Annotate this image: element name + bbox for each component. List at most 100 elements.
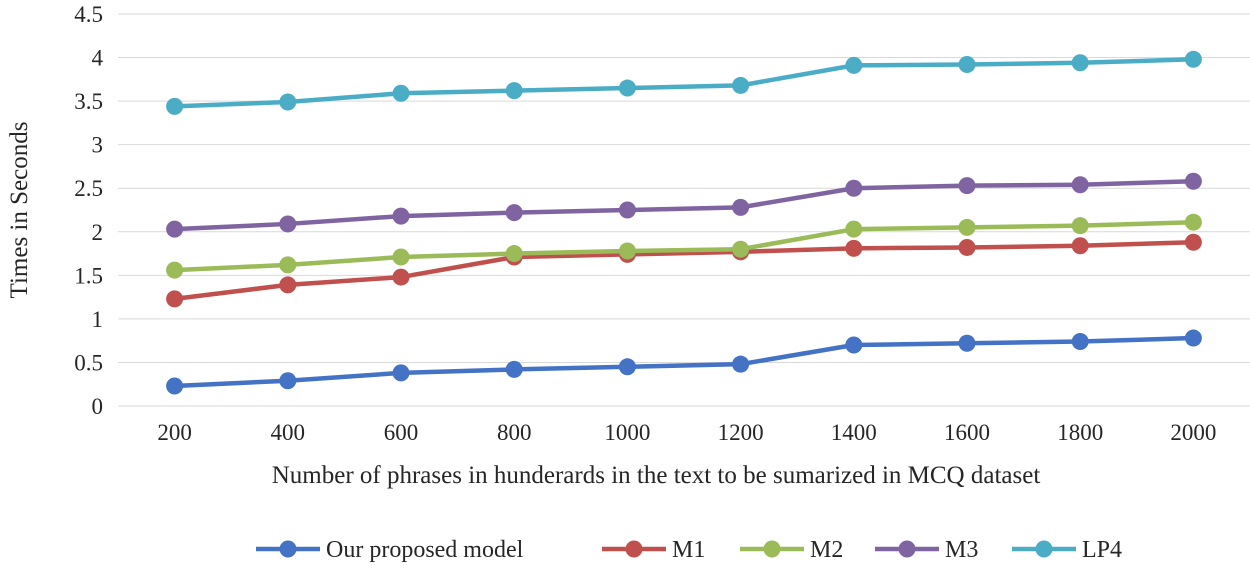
series-line — [174, 239, 1194, 302]
legend-marker — [763, 540, 781, 558]
data-point — [1071, 237, 1089, 255]
x-tick-label: 400 — [271, 420, 306, 445]
data-point — [732, 76, 750, 94]
data-point — [166, 261, 184, 279]
series-4 — [166, 172, 1202, 238]
data-point — [505, 204, 523, 222]
y-tick-label: 3 — [92, 133, 104, 158]
data-point — [279, 93, 297, 111]
data-point — [279, 276, 297, 294]
data-point — [505, 245, 523, 263]
data-point — [505, 82, 523, 100]
data-point — [845, 56, 863, 74]
legend-item: M3 — [875, 537, 978, 563]
data-point — [618, 242, 636, 260]
data-point — [732, 355, 750, 373]
series-line — [174, 335, 1194, 389]
y-tick-label: 3.5 — [74, 89, 103, 114]
data-point — [732, 240, 750, 258]
legend-label: Our proposed model — [326, 537, 524, 563]
legend: Our proposed model M1 M2 M3 LP4 — [256, 537, 1122, 563]
data-point — [1071, 333, 1089, 351]
data-point — [392, 207, 410, 225]
x-tick-label: 2000 — [1170, 420, 1216, 445]
y-tick-label: 1 — [92, 307, 104, 332]
data-point — [958, 56, 976, 74]
x-tick-label: 1600 — [944, 420, 990, 445]
y-tick-label: 0.5 — [74, 350, 103, 375]
y-tick-label: 0 — [92, 394, 104, 419]
series-2 — [166, 233, 1202, 308]
data-point — [845, 220, 863, 238]
legend-item: Our proposed model — [256, 537, 524, 563]
data-point — [1184, 172, 1202, 190]
data-point — [958, 177, 976, 195]
x-tick-label: 200 — [157, 420, 192, 445]
data-point — [505, 360, 523, 378]
legend-marker — [279, 540, 297, 558]
data-point — [1071, 176, 1089, 194]
x-tick-label: 1200 — [718, 420, 764, 445]
y-axis-ticks: 0 0.5 1 1.5 2 2.5 3 3.5 4 4.5 — [74, 2, 103, 419]
data-point — [958, 238, 976, 256]
data-point — [1071, 217, 1089, 235]
legend-marker — [898, 540, 916, 558]
x-axis-title: Number of phrases in hunderards in the t… — [272, 462, 1041, 489]
legend-label: LP4 — [1082, 537, 1122, 563]
x-tick-label: 600 — [384, 420, 419, 445]
data-point — [392, 364, 410, 382]
series-line — [174, 219, 1194, 273]
x-tick-label: 1400 — [831, 420, 877, 445]
data-point — [618, 201, 636, 219]
series-5 — [166, 50, 1202, 115]
series-line — [174, 179, 1194, 232]
data-point — [618, 79, 636, 97]
data-point — [392, 248, 410, 266]
data-point — [618, 358, 636, 376]
data-point — [392, 268, 410, 286]
data-point — [958, 334, 976, 352]
data-point — [166, 290, 184, 308]
y-axis-title: Times in Seconds — [6, 122, 33, 299]
series-3 — [166, 213, 1202, 279]
data-point — [1184, 50, 1202, 68]
legend-label: M1 — [672, 537, 705, 563]
data-point — [845, 239, 863, 257]
legend-label: M3 — [945, 537, 978, 563]
data-point — [845, 336, 863, 354]
y-tick-label: 2.5 — [74, 176, 103, 201]
y-tick-label: 4.5 — [74, 2, 103, 27]
data-point — [166, 377, 184, 395]
legend-item: M1 — [602, 537, 705, 563]
legend-marker — [1035, 540, 1053, 558]
y-tick-label: 2 — [92, 220, 104, 245]
legend-item: LP4 — [1012, 537, 1122, 563]
series-1 — [166, 329, 1202, 395]
data-point — [392, 84, 410, 102]
x-tick-label: 1000 — [604, 420, 650, 445]
data-point — [1184, 233, 1202, 251]
x-tick-label: 1800 — [1057, 420, 1103, 445]
data-point — [845, 179, 863, 197]
data-point — [279, 215, 297, 233]
legend-label: M2 — [810, 537, 843, 563]
data-point — [958, 218, 976, 236]
series-line — [174, 57, 1194, 109]
x-tick-label: 800 — [497, 420, 532, 445]
y-tick-label: 4 — [92, 46, 104, 71]
data-point — [1184, 213, 1202, 231]
data-point — [279, 372, 297, 390]
data-point — [166, 220, 184, 238]
legend-marker — [625, 540, 643, 558]
y-tick-label: 1.5 — [74, 263, 103, 288]
data-point — [166, 97, 184, 115]
data-point — [1071, 54, 1089, 72]
data-point — [279, 256, 297, 274]
data-point — [1184, 329, 1202, 347]
x-axis-ticks: 200 400 600 800 1000 1200 1400 1600 1800 2000 — [157, 420, 1216, 445]
series-lines — [166, 50, 1202, 395]
data-point — [732, 198, 750, 216]
gridlines — [118, 13, 1250, 407]
legend-item: M2 — [740, 537, 843, 563]
